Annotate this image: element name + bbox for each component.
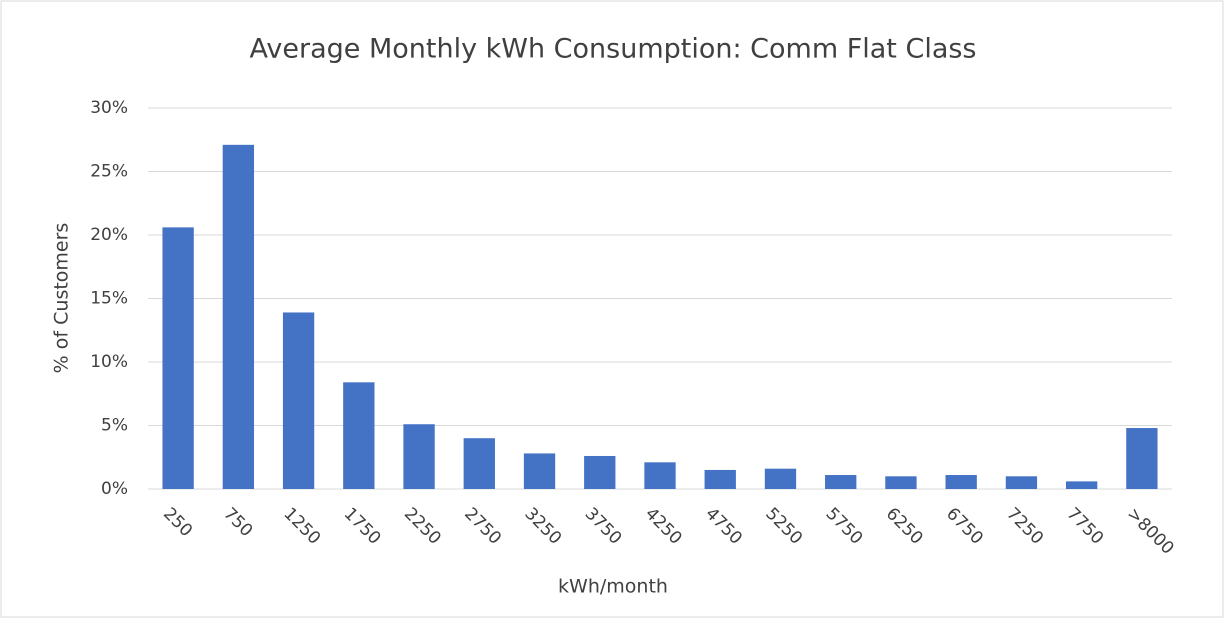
y-tick-label: 20% (90, 225, 128, 245)
bar (162, 227, 194, 489)
chart-title: Average Monthly kWh Consumption: Comm Fl… (249, 34, 976, 65)
y-tick-label: 15% (90, 289, 128, 309)
bar (644, 462, 676, 489)
y-tick-label: 5% (101, 416, 128, 436)
bar (764, 468, 797, 489)
bar (1065, 481, 1098, 489)
y-tick-label: 0% (101, 479, 128, 499)
bar (282, 312, 315, 489)
bar (1005, 476, 1038, 489)
bar (343, 382, 375, 489)
y-axis-label: % of Customers (51, 223, 73, 374)
y-tick-label: 25% (90, 162, 128, 182)
y-tick-label: 10% (90, 352, 128, 372)
bar (1126, 428, 1158, 489)
bar (945, 475, 977, 489)
bar (825, 475, 857, 489)
bar (885, 476, 917, 489)
x-axis-label: kWh/month (558, 576, 668, 598)
bar (463, 438, 495, 489)
bar (704, 469, 736, 489)
bar (403, 424, 435, 489)
y-tick-label: 30% (90, 98, 128, 118)
bar (523, 453, 556, 489)
bar (222, 144, 255, 489)
bar (584, 455, 616, 489)
